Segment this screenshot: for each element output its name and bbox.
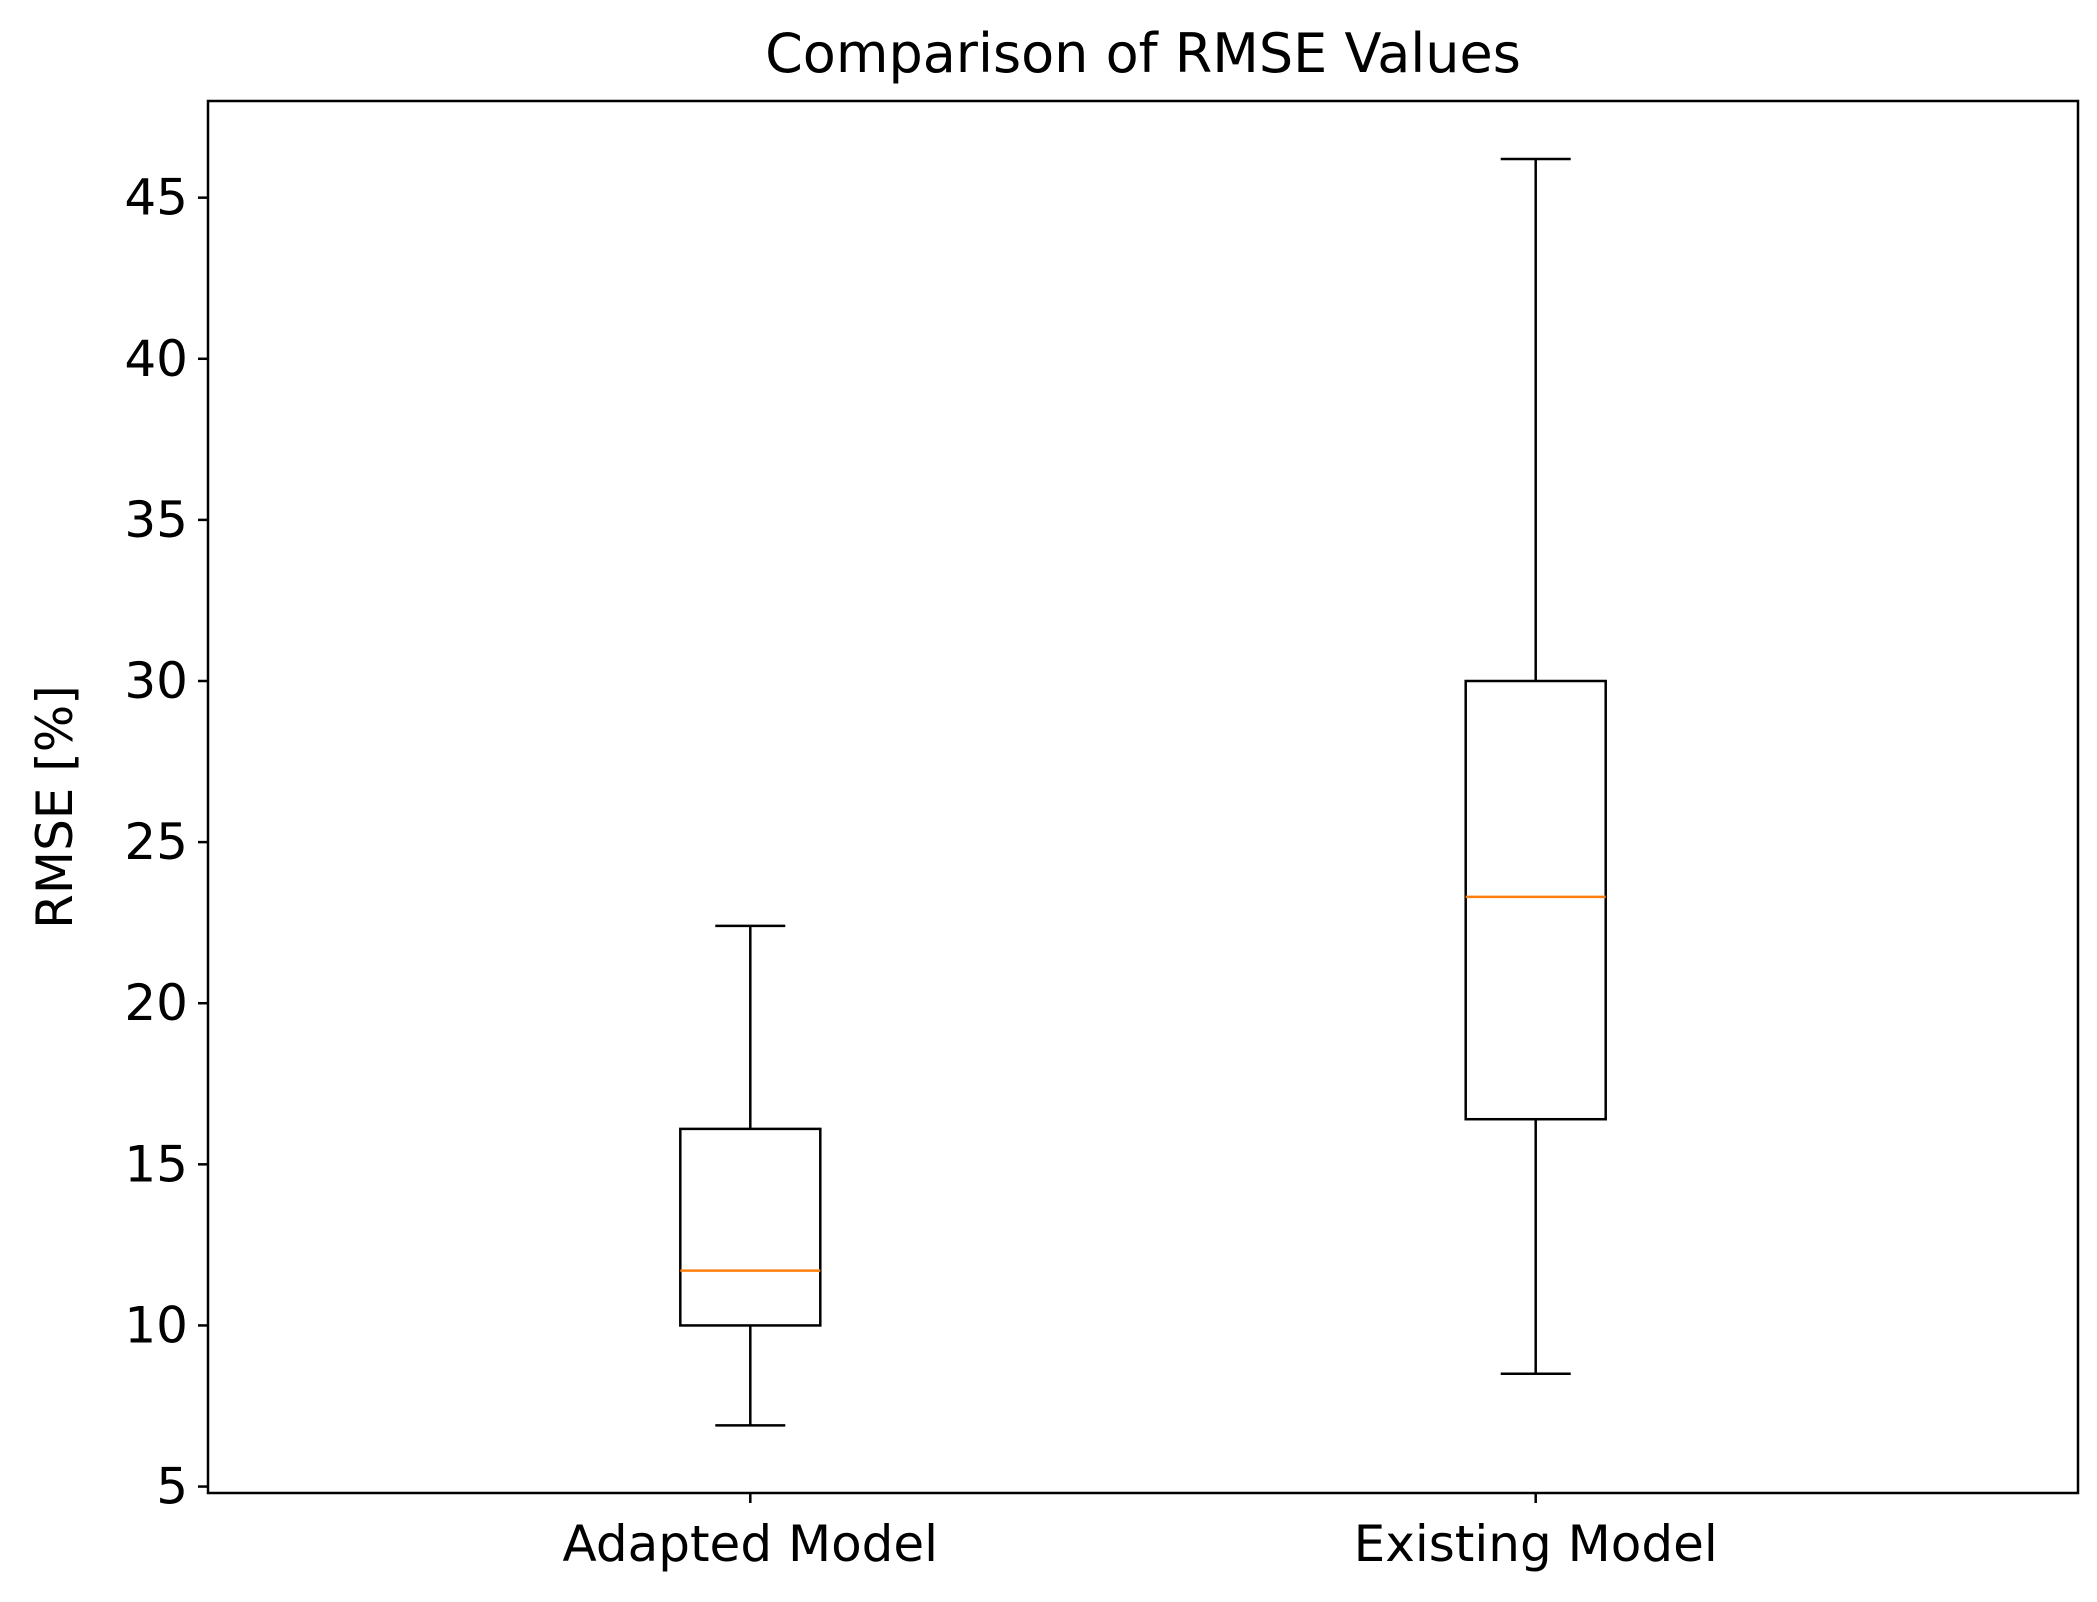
y-tick-label: 25 [124, 813, 188, 871]
x-tick-label: Adapted Model [563, 1515, 939, 1573]
x-axis: Adapted Model Existing Model [563, 1493, 1718, 1573]
x-tick-label: Existing Model [1354, 1515, 1718, 1573]
box-1 [679, 924, 822, 1427]
y-tick-label: 20 [124, 974, 188, 1032]
iqr-box [679, 1127, 822, 1327]
plot-area-frame [206, 99, 2080, 1495]
y-tick-label: 30 [124, 652, 188, 710]
iqr-box [1464, 679, 1607, 1121]
y-tick-label: 5 [156, 1458, 188, 1516]
y-tick-label: 35 [124, 491, 188, 549]
y-tick-label: 10 [124, 1296, 188, 1354]
chart-title: Comparison of RMSE Values [765, 22, 1521, 85]
y-axis-label: RMSE [%] [26, 685, 84, 929]
box-2 [1464, 157, 1607, 1376]
y-tick-label: 45 [124, 169, 188, 227]
y-tick-label: 40 [124, 330, 188, 388]
y-tick-label: 15 [124, 1135, 188, 1193]
box-series [679, 157, 1607, 1427]
y-axis: 5 10 15 20 25 30 35 40 45 [124, 169, 208, 1516]
